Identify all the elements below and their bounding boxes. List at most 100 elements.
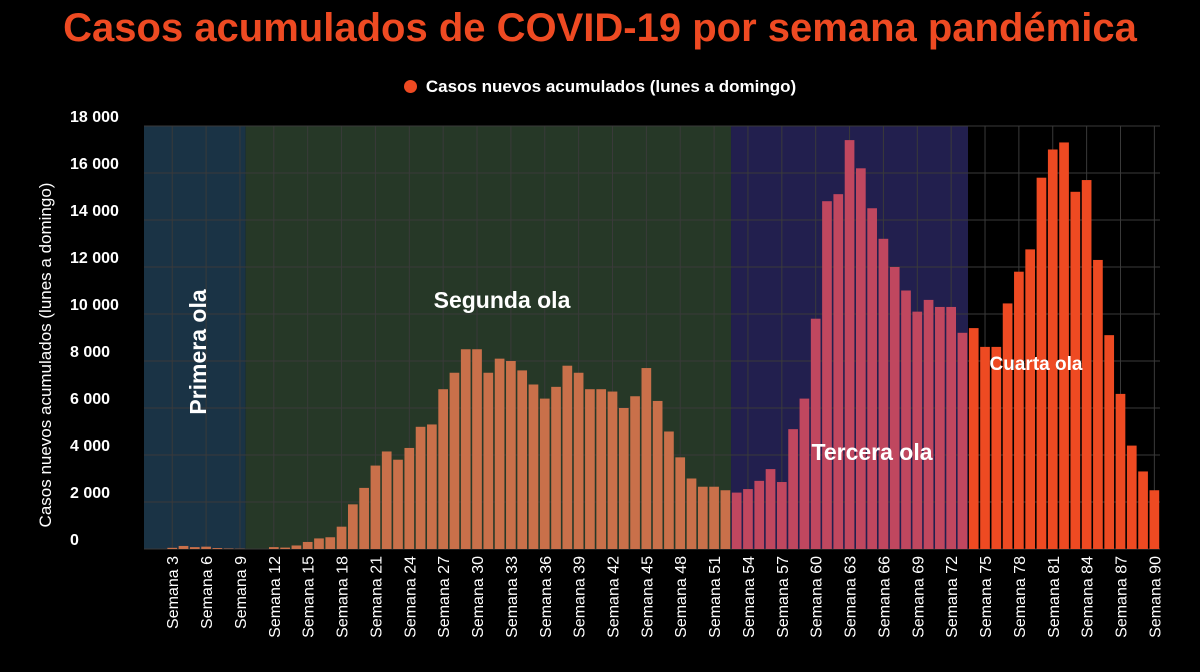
bar [1014, 271, 1024, 549]
chart-title: Casos acumulados de COVID-19 por semana … [63, 6, 1137, 50]
legend-label: Casos nuevos acumulados (lunes a domingo… [425, 77, 797, 96]
wave-label: Primera ola [185, 289, 211, 414]
x-tick-label: Semana 39 [572, 556, 589, 638]
bar [1047, 149, 1058, 549]
x-tick-label: Semana 21 [368, 556, 385, 638]
bar [460, 349, 471, 549]
bar [506, 361, 516, 549]
y-tick-label: 8 000 [70, 344, 110, 361]
bar [517, 370, 528, 549]
y-tick-label: 6 000 [70, 391, 110, 408]
x-tick-label: Semana 42 [605, 556, 622, 638]
bar [991, 346, 1002, 549]
bar [302, 541, 313, 549]
wave-label: Segunda ola [434, 287, 571, 313]
bar [776, 482, 787, 549]
wave-label: Tercera ola [811, 439, 932, 465]
bar [923, 299, 934, 549]
y-tick-label: 14 000 [70, 203, 119, 220]
x-tick-label: Semana 9 [233, 556, 250, 629]
bar [336, 526, 347, 549]
bar [268, 547, 279, 549]
bar [946, 306, 956, 549]
bar [652, 400, 663, 549]
bar [630, 396, 640, 549]
y-tick-label: 12 000 [70, 250, 119, 267]
bar [596, 389, 607, 549]
x-tick-label: Semana 87 [1113, 556, 1130, 638]
x-tick-label: Semana 15 [301, 556, 318, 638]
x-tick-label: Semana 54 [741, 556, 758, 638]
x-tick-label: Semana 57 [775, 556, 792, 638]
x-tick-label: Semana 84 [1080, 556, 1097, 638]
bar [348, 504, 358, 549]
bar [1036, 177, 1047, 549]
bar [675, 457, 686, 549]
bar [325, 537, 336, 549]
bar [935, 306, 945, 549]
y-tick-label: 2 000 [70, 485, 110, 502]
bar [212, 548, 223, 549]
bar [731, 492, 742, 549]
bar [1115, 393, 1126, 549]
bar [1149, 490, 1160, 549]
bar [1138, 471, 1148, 549]
y-tick-label: 18 000 [70, 109, 119, 126]
bar [664, 431, 674, 549]
bar [427, 424, 437, 549]
bar [765, 469, 776, 549]
bar [878, 238, 889, 550]
x-tick-label: Semana 45 [639, 556, 656, 638]
bar [1093, 259, 1103, 549]
bar [1126, 445, 1137, 549]
x-tick-label: Semana 75 [978, 556, 995, 638]
bar [607, 391, 618, 549]
bar [189, 547, 200, 549]
legend-marker [403, 80, 417, 93]
bar [968, 328, 979, 549]
bar [539, 398, 550, 549]
x-tick-label: Semana 3 [165, 556, 182, 629]
x-tick-label: Semana 90 [1147, 556, 1164, 638]
bar [912, 311, 923, 549]
bar [1059, 142, 1069, 549]
bar [641, 368, 652, 549]
x-tick-label: Semana 66 [876, 556, 893, 638]
bar [788, 429, 798, 549]
bar [472, 349, 482, 549]
x-tick-label: Semana 63 [843, 556, 860, 638]
x-tick-label: Semana 33 [504, 556, 521, 638]
bar [483, 372, 494, 549]
x-tick-label: Semana 30 [470, 556, 487, 638]
x-tick-label: Semana 27 [436, 556, 453, 638]
bar [822, 201, 832, 549]
bar [393, 459, 403, 549]
bar [573, 372, 584, 549]
wave-region [144, 126, 246, 549]
bar [381, 451, 392, 549]
wave-label: Cuarta ola [990, 354, 1083, 375]
bar [743, 489, 753, 549]
y-tick-label: 0 [70, 532, 79, 549]
x-tick-label: Semana 72 [944, 556, 961, 638]
bar [370, 465, 381, 549]
bar [404, 447, 415, 549]
bar [528, 384, 539, 549]
bar [438, 389, 448, 549]
y-tick-label: 4 000 [70, 438, 110, 455]
bar [415, 426, 426, 549]
bar [754, 480, 765, 549]
bar [280, 547, 290, 549]
legend: Casos nuevos acumulados (lunes a domingo… [0, 77, 1200, 97]
bar [889, 267, 900, 549]
bar [1002, 303, 1013, 549]
bar [314, 538, 324, 549]
y-tick-label: 16 000 [70, 156, 119, 173]
bar [618, 408, 629, 549]
bar [980, 346, 990, 549]
x-tick-label: Semana 51 [707, 556, 724, 638]
x-tick-label: Semana 78 [1012, 556, 1029, 638]
bar [178, 545, 189, 549]
x-tick-label: Semana 18 [335, 556, 352, 638]
